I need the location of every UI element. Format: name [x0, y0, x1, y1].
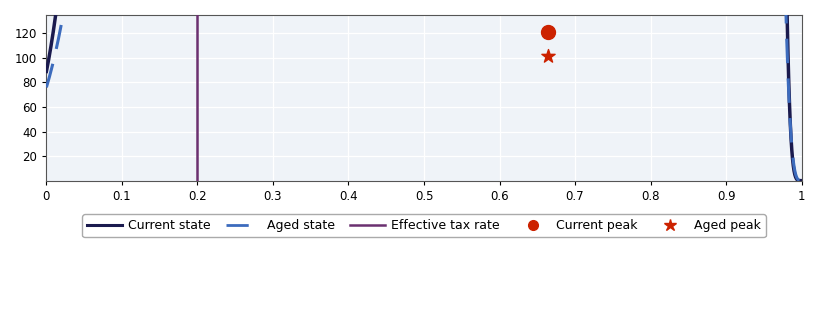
Legend: Current state, Aged state, Effective tax rate, Current peak, Aged peak: Current state, Aged state, Effective tax… [82, 214, 766, 237]
Point [541, 53, 554, 59]
Point [541, 30, 554, 35]
